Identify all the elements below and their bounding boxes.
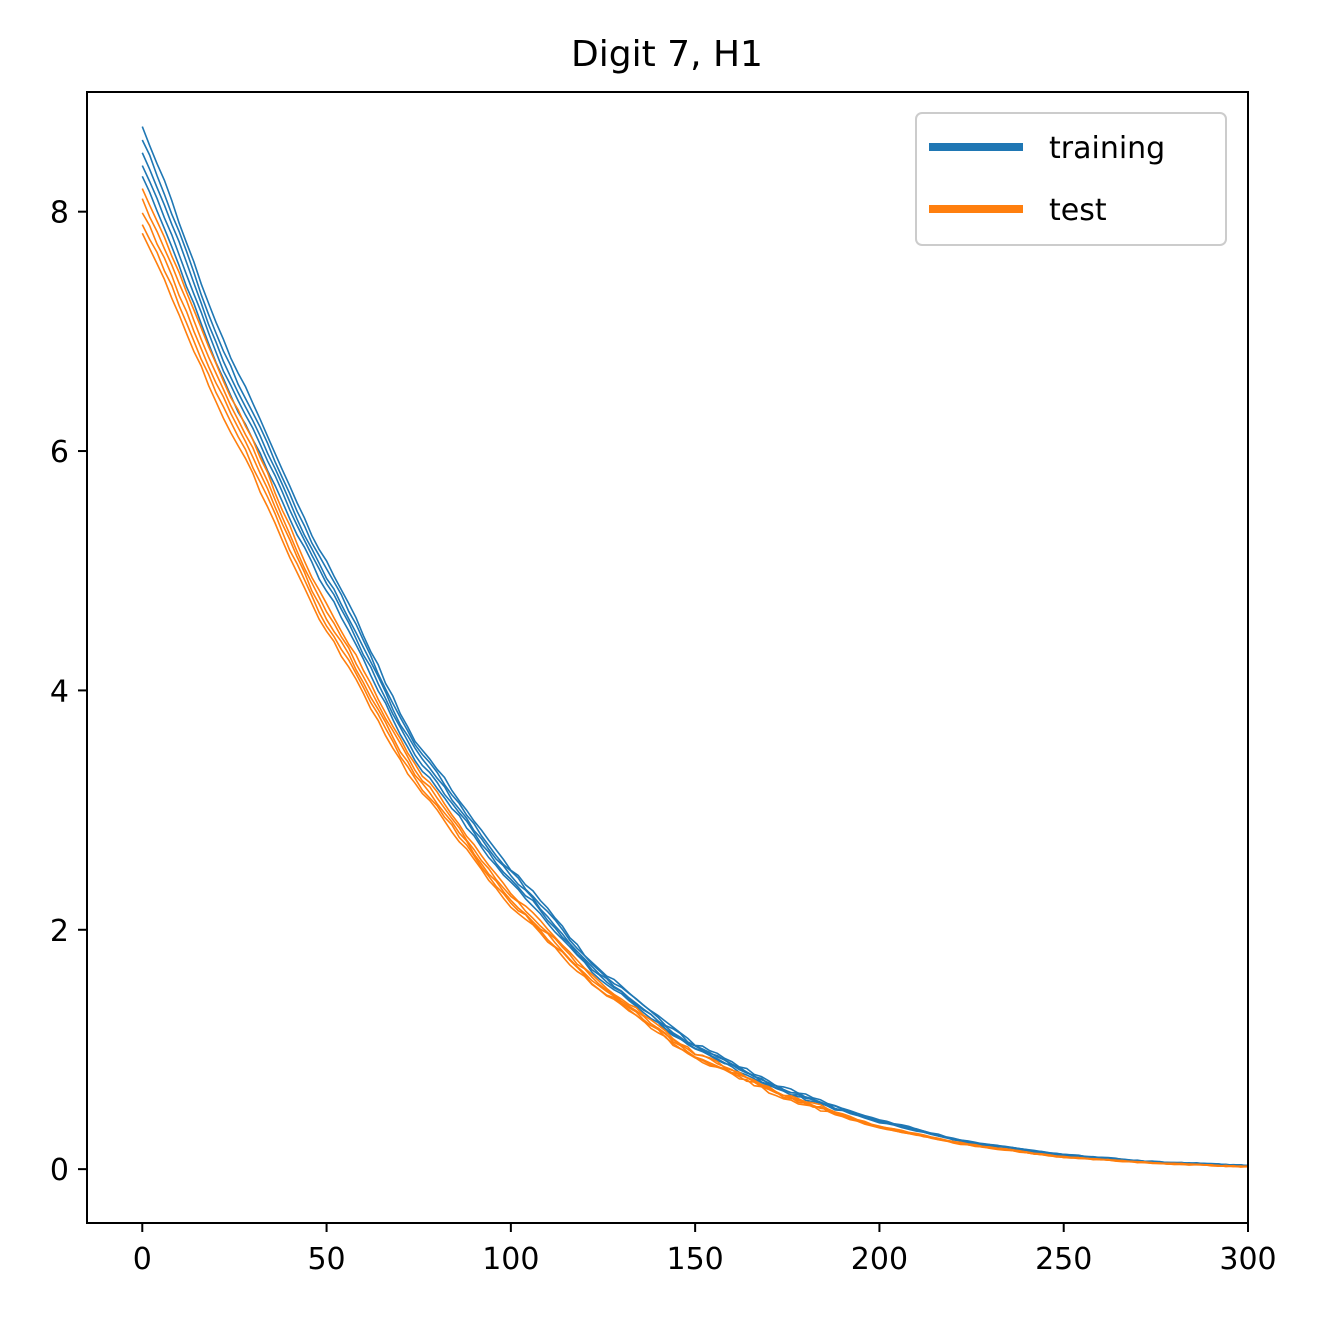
legend-label-training: training xyxy=(1049,131,1165,166)
y-axis: 0 2 4 6 8 xyxy=(50,196,87,1188)
series-line-test-run-2 xyxy=(141,224,1249,1168)
series-line-test-run-1 xyxy=(141,232,1249,1168)
series-line-test-run-3 xyxy=(141,212,1249,1168)
chart-title: Digit 7, H1 xyxy=(571,34,763,75)
x-tick-label: 50 xyxy=(307,1242,345,1277)
y-tick-label: 6 xyxy=(50,435,69,470)
series-line-training-run-3 xyxy=(141,152,1249,1167)
series-line-training-run-5 xyxy=(141,126,1249,1167)
series-line-training-run-4 xyxy=(141,139,1249,1167)
y-tick-label: 4 xyxy=(50,674,69,709)
x-tick-label: 250 xyxy=(1035,1242,1092,1277)
series-line-test-run-5 xyxy=(141,188,1249,1168)
x-tick-label: 100 xyxy=(482,1242,539,1277)
series-line-test-run-4 xyxy=(141,198,1249,1168)
axes-frame xyxy=(86,91,1249,1224)
x-tick-label: 0 xyxy=(133,1242,152,1277)
y-tick-label: 0 xyxy=(50,1153,69,1188)
x-tick-label: 200 xyxy=(851,1242,908,1277)
series-line-training-run-1 xyxy=(141,175,1249,1167)
y-tick-label: 2 xyxy=(50,914,69,949)
series-line-training-run-2 xyxy=(141,165,1249,1167)
legend-label-test: test xyxy=(1049,193,1107,228)
plot-area xyxy=(141,126,1249,1168)
legend: training test xyxy=(915,112,1227,246)
x-axis: 0 50 100 150 200 250 300 xyxy=(133,1223,1277,1277)
x-tick-label: 300 xyxy=(1219,1242,1276,1277)
x-tick-label: 150 xyxy=(667,1242,724,1277)
y-tick-label: 8 xyxy=(50,196,69,231)
